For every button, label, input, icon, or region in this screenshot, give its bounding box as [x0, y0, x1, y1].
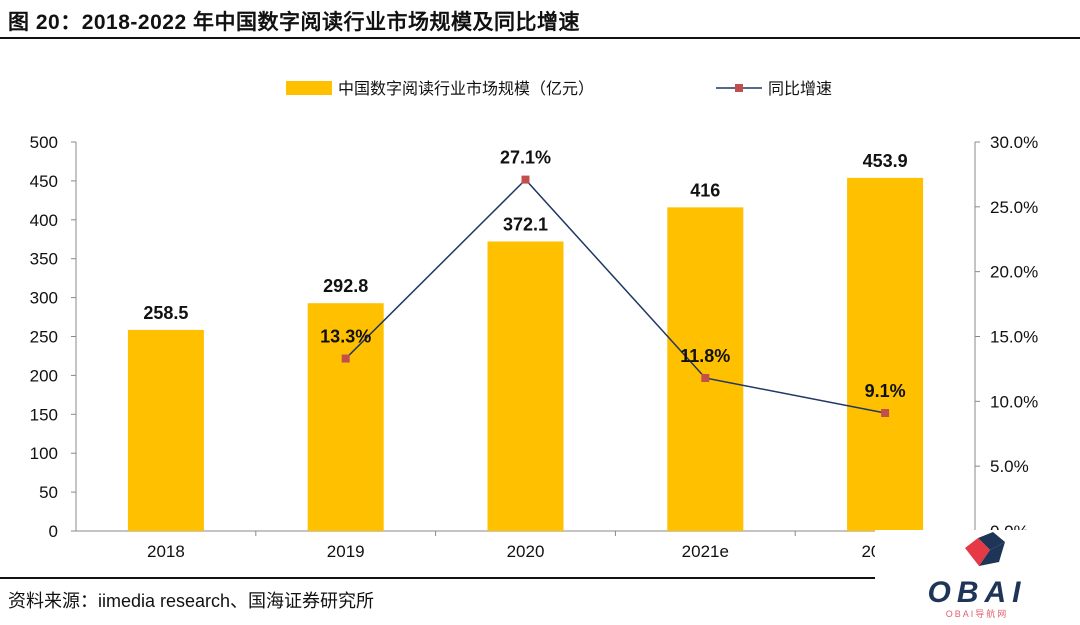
obai-logo: OBAI OBAI导航网: [875, 530, 1080, 620]
left-tick-label: 400: [30, 211, 58, 230]
left-tick-label: 200: [30, 366, 58, 385]
x-tick-label: 2020: [507, 542, 545, 561]
x-tick-label: 2019: [327, 542, 365, 561]
x-tick-label: 2018: [147, 542, 185, 561]
bar: [667, 207, 744, 532]
growth-marker: [701, 373, 710, 382]
growth-marker: [341, 354, 350, 363]
source-divider: [0, 577, 875, 579]
left-tick-label: 250: [30, 328, 58, 347]
left-tick-label: 50: [39, 483, 58, 502]
right-tick-label: 30.0%: [990, 133, 1038, 152]
right-tick-label: 15.0%: [990, 328, 1038, 347]
legend-bar-swatch: [286, 81, 332, 95]
growth-line: [345, 178, 886, 414]
left-tick-label: 0: [49, 522, 58, 541]
growth-marker: [881, 409, 890, 418]
right-tick-label: 10.0%: [990, 392, 1038, 411]
bar: [487, 241, 564, 531]
left-tick-label: 100: [30, 444, 58, 463]
growth-data-label: 9.1%: [865, 381, 906, 401]
title-divider: [0, 37, 1080, 39]
bar: [307, 303, 384, 531]
growth-marker: [521, 175, 530, 184]
left-tick-label: 300: [30, 289, 58, 308]
figure-title: 图 20：2018-2022 年中国数字阅读行业市场规模及同比增速: [8, 11, 580, 34]
legend-line-label: 同比增速: [768, 80, 832, 98]
right-tick-label: 25.0%: [990, 198, 1038, 217]
bar-data-label: 258.5: [143, 303, 188, 323]
svg-text:OBAI导航网: OBAI导航网: [946, 608, 1009, 619]
svg-text:OBAI: OBAI: [928, 576, 1027, 609]
growth-data-label: 11.8%: [680, 346, 730, 366]
x-tick-label: 2021e: [682, 542, 729, 561]
bar-data-label: 416: [690, 180, 720, 200]
left-tick-label: 350: [30, 250, 58, 269]
bar-data-label: 292.8: [323, 276, 368, 296]
growth-data-label: 13.3%: [320, 327, 371, 347]
bar-data-label: 453.9: [863, 151, 908, 171]
legend-line-marker: [735, 84, 743, 92]
growth-data-label: 27.1%: [500, 148, 551, 168]
left-tick-label: 450: [30, 172, 58, 191]
right-tick-label: 5.0%: [990, 457, 1029, 476]
source-note: 资料来源：iimedia research、国海证券研究所: [8, 591, 375, 611]
bar: [847, 177, 924, 532]
bar-data-label: 372.1: [503, 215, 548, 235]
left-tick-label: 150: [30, 405, 58, 424]
legend-bar-label: 中国数字阅读行业市场规模（亿元）: [338, 80, 594, 98]
bar: [127, 329, 204, 531]
left-tick-label: 500: [30, 133, 58, 152]
right-tick-label: 20.0%: [990, 263, 1038, 282]
